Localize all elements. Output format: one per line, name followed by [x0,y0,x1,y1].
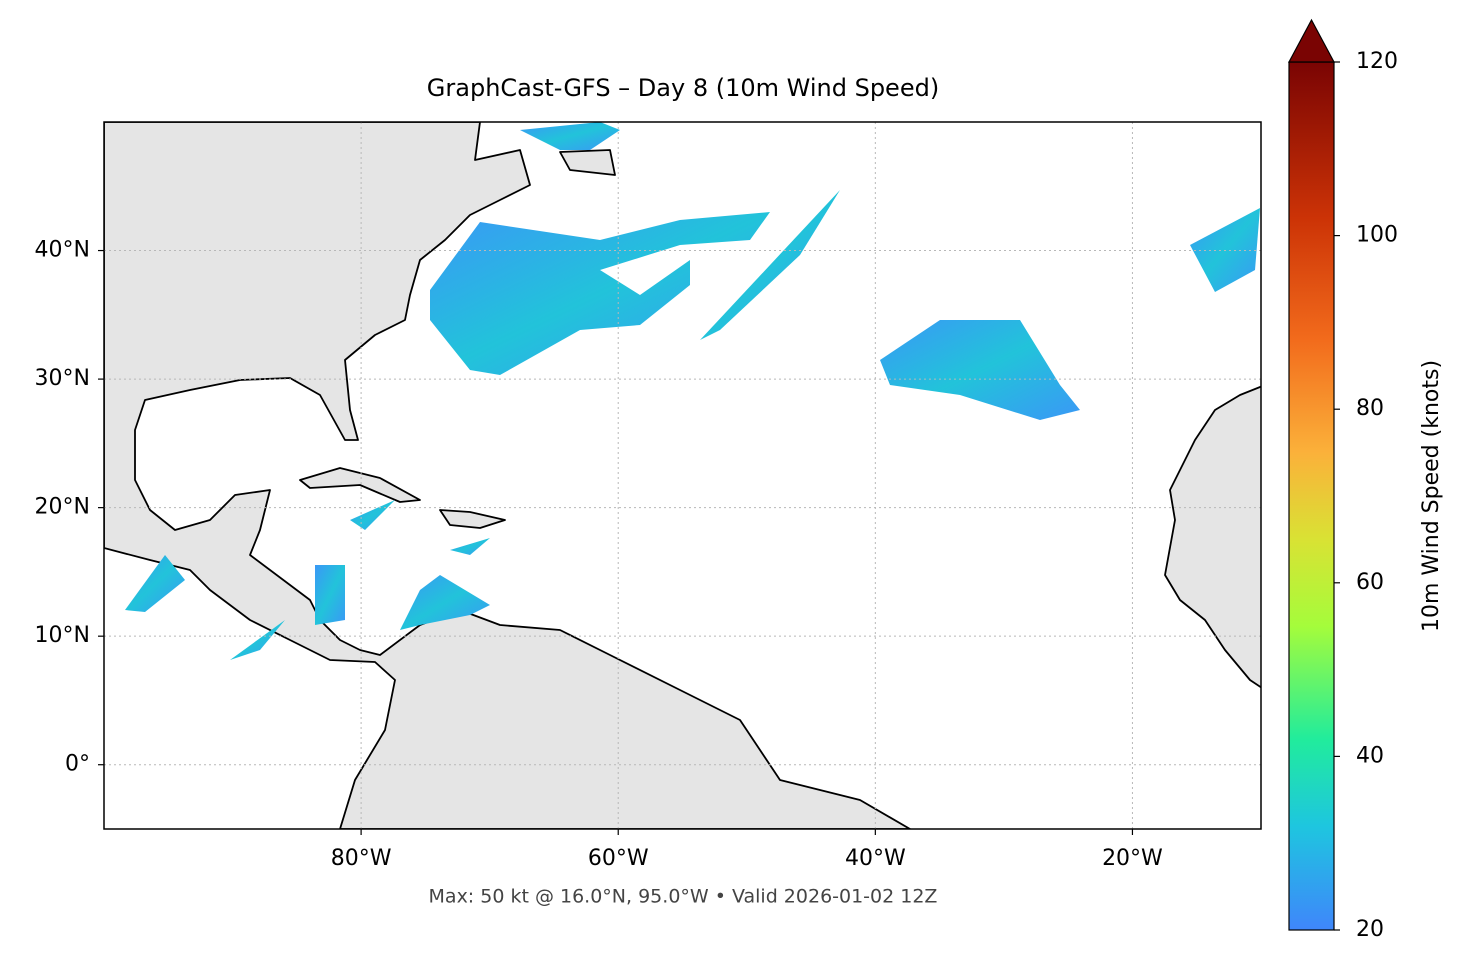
colorbar-tick-label: 60 [1356,570,1384,595]
wind-area [400,575,490,630]
chart-title: GraphCast-GFS – Day 8 (10m Wind Speed) [427,74,939,102]
wind-area [520,122,620,150]
map-frame [103,121,1262,830]
colorbar-tick-label: 20 [1356,917,1384,942]
colorbar-label: 10m Wind Speed (knots) [1419,360,1444,632]
map [104,122,1261,829]
colorbar-tick-label: 100 [1356,223,1398,248]
x-tick-label: 40°W [845,846,906,871]
y-tick-label: 0° [65,752,90,777]
wind-area [450,538,490,555]
wind-area [350,500,395,530]
y-tick-label: 30°N [35,366,90,391]
y-tick-label: 40°N [35,238,90,263]
land-hispaniola [439,509,506,529]
colorbar-extend [1287,18,1336,63]
annotation: Max: 50 kt @ 16.0°N, 95.0°W • Valid 2026… [429,886,938,908]
wind-area [230,620,285,660]
wind-area [430,212,770,375]
wind-area [315,565,345,625]
wind-area [1190,208,1260,292]
colorbar-tick-label: 80 [1356,396,1384,421]
land-newfoundland [559,149,616,176]
y-tick-label: 20°N [35,495,90,520]
wind-area [125,555,185,612]
wind-area [880,320,1080,420]
y-tick-label: 10°N [35,623,90,648]
land-cuba [299,467,421,503]
wind-area [700,190,840,340]
colorbar-tick-label: 40 [1356,743,1384,768]
colorbar-tick-label: 120 [1356,49,1398,74]
x-tick-label: 80°W [331,846,392,871]
land-africa [1164,385,1261,689]
colorbar [1288,61,1335,931]
x-tick-label: 20°W [1102,846,1163,871]
land-americas [104,122,911,829]
x-tick-label: 60°W [588,846,649,871]
